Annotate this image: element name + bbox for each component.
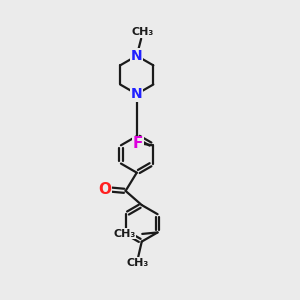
Text: CH₃: CH₃ bbox=[131, 27, 154, 37]
Text: CH₃: CH₃ bbox=[113, 229, 136, 239]
Text: N: N bbox=[131, 87, 142, 101]
Text: CH₃: CH₃ bbox=[127, 258, 149, 268]
Text: N: N bbox=[131, 49, 142, 63]
Text: O: O bbox=[98, 182, 112, 197]
Text: F: F bbox=[133, 136, 143, 151]
